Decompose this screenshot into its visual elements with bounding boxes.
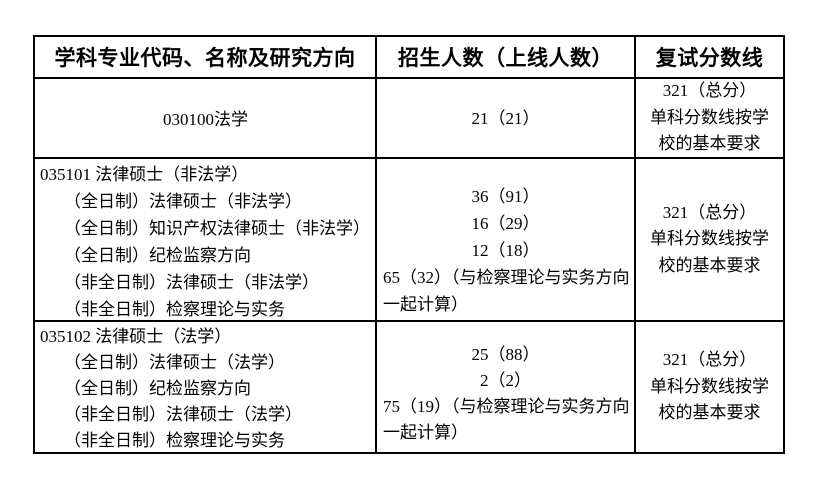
enrollment-value-with-note: 75（19）（与检察理论与实务方向一起计算） bbox=[383, 397, 630, 442]
program-direction-line: （非全日制）法律硕士（非法学） bbox=[64, 273, 319, 292]
program-direction-line: （全日制）法律硕士（非法学） bbox=[64, 192, 302, 211]
enrollment-value-with-note: 65（32）（与检察理论与实务方向一起计算） bbox=[383, 268, 630, 314]
score-cell: 321（总分） 单科分数线按学 校的基本要求 bbox=[636, 159, 783, 320]
enrollment-value: 12（18） bbox=[471, 241, 540, 260]
score-line: 校的基本要求 bbox=[658, 134, 761, 154]
program-cell: 030100法学 bbox=[35, 79, 377, 157]
enrollment-cell: 25（88） 2（2） 75（19）（与检察理论与实务方向一起计算） bbox=[377, 322, 636, 452]
score-line: 校的基本要求 bbox=[658, 255, 761, 275]
program-direction-line: （非全日制）检察理论与实务 bbox=[64, 300, 285, 319]
enrollment-cell: 36（91） 16（29） 12（18） 65（32）（与检察理论与实务方向一起… bbox=[377, 159, 636, 320]
program-direction-line: （全日制）知识产权法律硕士（非法学） bbox=[64, 219, 370, 238]
score-line: 321（总分） bbox=[662, 81, 757, 101]
admissions-score-table: 学科专业代码、名称及研究方向 招生人数（上线人数） 复试分数线 030100法学… bbox=[33, 35, 785, 454]
program-direction-line: （全日制）法律硕士（法学） bbox=[64, 353, 285, 372]
header-score-column: 复试分数线 bbox=[655, 46, 764, 70]
table-row: 030100法学 21（21） 321（总分） 单科分数线按学 校的基本要求 bbox=[35, 79, 783, 159]
program-title: 035101 法律硕士（非法学） bbox=[40, 165, 249, 184]
score-cell: 321（总分） 单科分数线按学 校的基本要求 bbox=[636, 79, 783, 157]
enrollment-value: 36（91） bbox=[471, 187, 540, 206]
enrollment-value: 25（88） bbox=[471, 345, 540, 364]
score-line: 单科分数线按学 bbox=[650, 229, 769, 249]
score-line: 校的基本要求 bbox=[658, 403, 761, 423]
enrollment-value: 2（2） bbox=[480, 371, 531, 390]
score-line: 单科分数线按学 bbox=[650, 376, 769, 396]
score-cell: 321（总分） 单科分数线按学 校的基本要求 bbox=[636, 322, 783, 452]
program-title: 035102 法律硕士（法学） bbox=[40, 327, 232, 346]
program-direction-line: （非全日制）法律硕士（法学） bbox=[64, 405, 302, 424]
score-line: 单科分数线按学 bbox=[650, 107, 769, 127]
program-title: 030100法学 bbox=[163, 109, 248, 129]
program-cell: 035102 法律硕士（法学） （全日制）法律硕士（法学） （全日制）纪检监察方… bbox=[35, 322, 377, 452]
table-header-row: 学科专业代码、名称及研究方向 招生人数（上线人数） 复试分数线 bbox=[35, 37, 783, 79]
enrollment-cell: 21（21） bbox=[377, 79, 636, 157]
program-cell: 035101 法律硕士（非法学） （全日制）法律硕士（非法学） （全日制）知识产… bbox=[35, 159, 377, 320]
enrollment-value: 16（29） bbox=[471, 214, 540, 233]
table-row: 035101 法律硕士（非法学） （全日制）法律硕士（非法学） （全日制）知识产… bbox=[35, 159, 783, 322]
program-direction-line: （全日制）纪检监察方向 bbox=[64, 246, 251, 265]
program-direction-line: （全日制）纪检监察方向 bbox=[64, 379, 251, 398]
enrollment-value: 21（21） bbox=[471, 108, 540, 128]
table-row: 035102 法律硕士（法学） （全日制）法律硕士（法学） （全日制）纪检监察方… bbox=[35, 322, 783, 452]
score-line: 321（总分） bbox=[662, 350, 757, 370]
header-program-column: 学科专业代码、名称及研究方向 bbox=[35, 37, 377, 77]
program-direction-line: （非全日制）检察理论与实务 bbox=[64, 431, 285, 450]
header-enrollment-column: 招生人数（上线人数） bbox=[377, 37, 636, 77]
score-line: 321（总分） bbox=[662, 202, 757, 222]
